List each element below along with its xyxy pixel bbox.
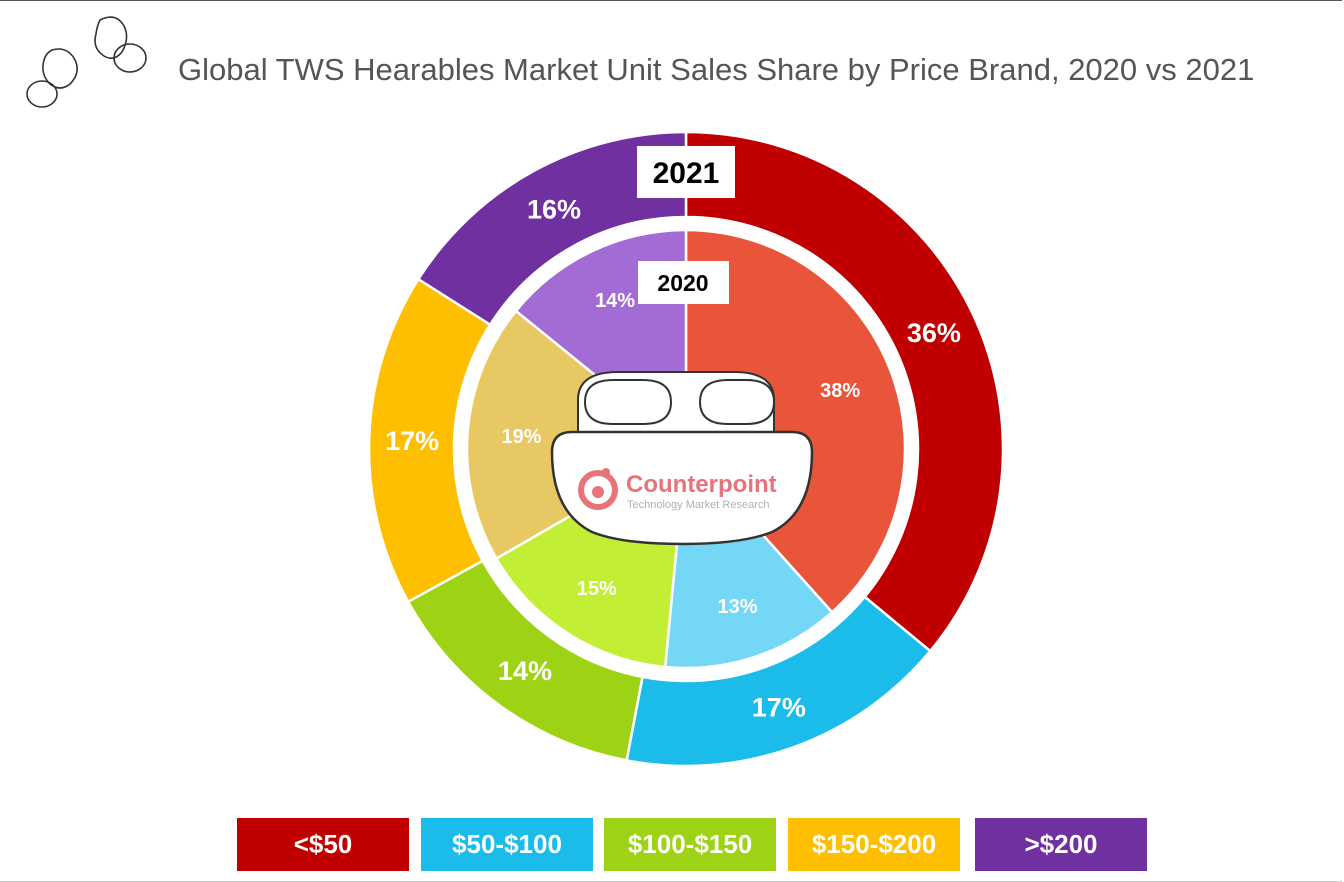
svg-text:2021: 2021 [653, 157, 720, 190]
outer-slice-label-3: 17% [385, 426, 439, 456]
legend-item: <$50 [237, 818, 409, 871]
earbud-case-image: Counterpoint Technology Market Research [550, 371, 814, 546]
chart-title: Global TWS Hearables Market Unit Sales S… [178, 52, 1255, 87]
legend-item: >$200 [975, 818, 1147, 871]
ring-gap [454, 217, 918, 681]
earbuds-icon [26, 16, 147, 108]
legend-item: $100-$150 [604, 818, 776, 871]
outer-slice-0 [684, 130, 1005, 653]
inner-slice-label-3: 19% [502, 426, 542, 448]
inner-slice-label-0: 38% [820, 380, 860, 402]
ring-divider [454, 217, 918, 681]
logo-name: Counterpoint [626, 471, 777, 498]
outer-slice-4 [416, 130, 688, 327]
svg-text:2020: 2020 [657, 270, 708, 296]
legend-item: $150-$200 [788, 818, 960, 871]
outer-slice-label-1: 17% [752, 692, 806, 722]
inner-slice-label-2: 15% [577, 578, 617, 600]
outer-slice-label-4: 16% [527, 194, 581, 224]
outer-slice-label-0: 36% [907, 318, 961, 348]
legend-item: $50-$100 [421, 818, 593, 871]
series-label-2021: 2021 [637, 146, 735, 198]
outer-slice-label-2: 14% [498, 656, 552, 686]
series-label-2020: 2020 [638, 261, 729, 304]
outer-ring-2021: 36% 17% 14% 17% 16% [367, 130, 1005, 768]
logo-tagline: Technology Market Research [627, 499, 769, 511]
inner-slice-label-1: 13% [717, 596, 757, 618]
inner-slice-label-4: 14% [595, 290, 635, 312]
